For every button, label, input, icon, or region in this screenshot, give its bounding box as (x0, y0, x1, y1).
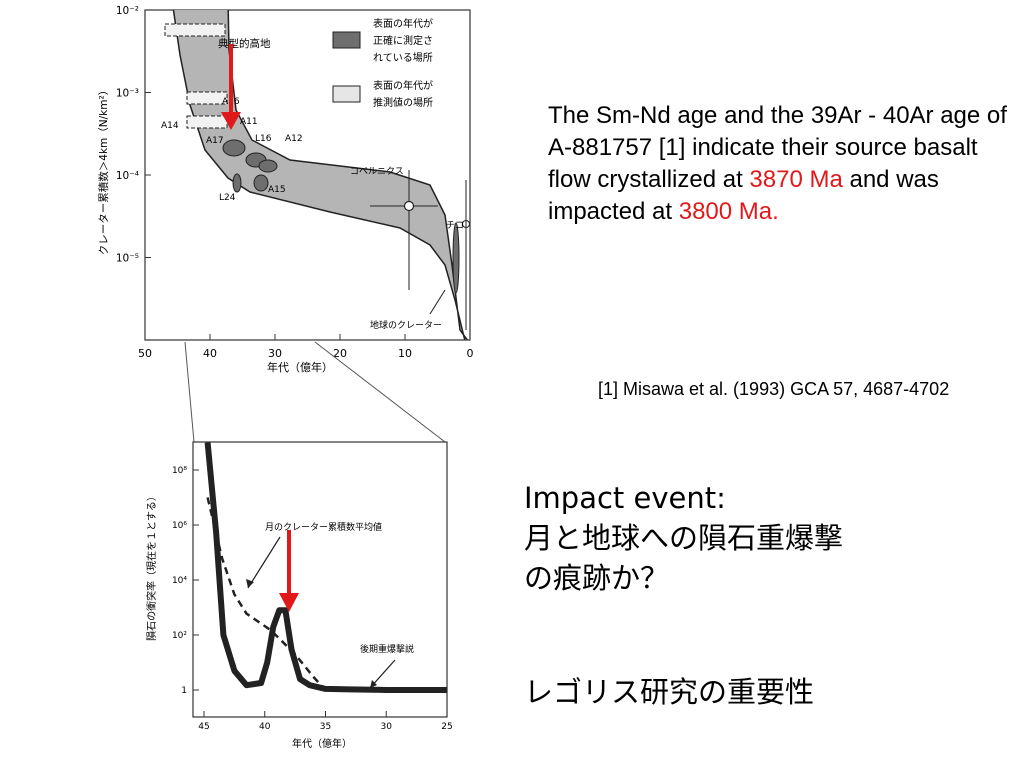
x-axis-label: 年代（億年） (267, 360, 333, 374)
y-tick-label: 10² (172, 631, 187, 641)
impact-jp-line2: の痕跡か？ (524, 561, 670, 595)
legend-dark-line2: 正確に測定さ (373, 34, 433, 47)
annot-a14: A14 (161, 121, 179, 131)
y-tick-label: 10⁻³ (116, 88, 139, 100)
impact-age: 3800 Ma. (678, 198, 779, 225)
impact-jp-line1: 月と地球への隕石重爆撃 (524, 521, 844, 555)
legend-light-swatch (332, 85, 361, 103)
legend-dark-line3: れている場所 (373, 51, 433, 64)
blob-a17 (222, 139, 246, 157)
x-tick-label: 45 (198, 722, 209, 732)
red-arrow-bottom (279, 593, 299, 612)
reference-citation: [1] Misawa et al. (1993) GCA 57, 4687-47… (598, 379, 950, 399)
x-tick-label: 10 (398, 347, 412, 360)
crater-density-chart: 50 40 30 20 10 0 10⁻² 10⁻³ 10⁻⁴ 10⁻⁵ 年代（億年） クレータ… (97, 5, 474, 374)
y-tick-label: 10⁶ (172, 521, 187, 531)
blob-a15 (253, 174, 269, 192)
legend-light-line2: 推測値の場所 (373, 96, 433, 109)
crater-density-band (172, 10, 469, 340)
y-tick-label: 10⁻⁵ (116, 253, 139, 265)
impact-rate-chart: 45 40 35 30 25 10⁸ 10⁶ 10⁴ 10² 1 年代（億年） 隕石の衝突率（現… (145, 441, 453, 750)
red-arrow-top (221, 112, 241, 130)
annot-a12: A12 (285, 134, 303, 144)
y-tick-label: 10⁸ (172, 466, 187, 476)
regolith-importance: レゴリス研究の重要性 (524, 675, 815, 709)
x-tick-label: 20 (333, 347, 347, 360)
legend-dark-line1: 表面の年代が (373, 17, 433, 30)
annot-a17: A17 (206, 136, 224, 146)
highland-box-1 (164, 23, 226, 37)
y-tick-label: 10⁻⁴ (116, 170, 139, 182)
annot-copernicus: コペルニクス (350, 166, 404, 177)
blob-a12 (258, 159, 278, 173)
y-tick-label: 10⁴ (172, 576, 187, 586)
x-tick-label: 40 (203, 347, 217, 360)
y-axis-label-2: 隕石の衝突率（現在を１とする） (145, 491, 158, 641)
x-tick-label: 40 (259, 722, 271, 732)
x-tick-label: 0 (467, 347, 474, 360)
description-part1: The Sm-Nd age and the 39Ar - 40Ar age of… (548, 102, 1007, 193)
y-tick-label: 1 (181, 686, 187, 696)
impact-event-block: Impact event: 月と地球への隕石重爆撃 の痕跡か？ (524, 478, 1004, 598)
estimated-box-2 (186, 91, 228, 105)
y-axis-label: クレーター累積数＞4km（N/km²） (97, 85, 110, 255)
x-tick-label: 35 (320, 722, 331, 732)
impact-title: Impact event: (524, 481, 726, 515)
legend-light-line1: 表面の年代が (373, 79, 433, 92)
annot-a15: A15 (268, 185, 286, 195)
annot-l16: L16 (255, 134, 272, 144)
x-axis-label-2: 年代（億年） (292, 737, 352, 750)
annot-earth-craters: 地球のクレーター (370, 319, 442, 331)
y-tick-label: 10⁻² (116, 5, 139, 17)
x-tick-label: 30 (381, 722, 393, 732)
blob-l24 (232, 173, 242, 193)
crystallization-age: 3870 Ma (749, 166, 843, 193)
series-lhb-label: 後期重爆撃説 (360, 643, 414, 655)
annot-a11: A11 (240, 117, 258, 127)
legend-dark-swatch (332, 31, 361, 49)
annot-l24: L24 (219, 193, 236, 203)
series-late-heavy-bombardment (204, 442, 447, 693)
x-tick-label: 25 (441, 722, 452, 732)
blob-earth (452, 222, 460, 294)
x-tick-label: 30 (268, 347, 282, 360)
series-average-label: 月のクレーター累積数平均値 (265, 521, 382, 533)
plot-frame-2 (192, 441, 448, 718)
description-part2: and was impacted at (548, 166, 939, 225)
copernicus-point (403, 200, 415, 212)
x-tick-label: 50 (138, 347, 152, 360)
annot-tycho: チコ (446, 220, 464, 231)
description-text: The Sm-Nd age and the 39Ar - 40Ar age of… (548, 100, 1018, 228)
series-average-dashed (206, 497, 327, 691)
